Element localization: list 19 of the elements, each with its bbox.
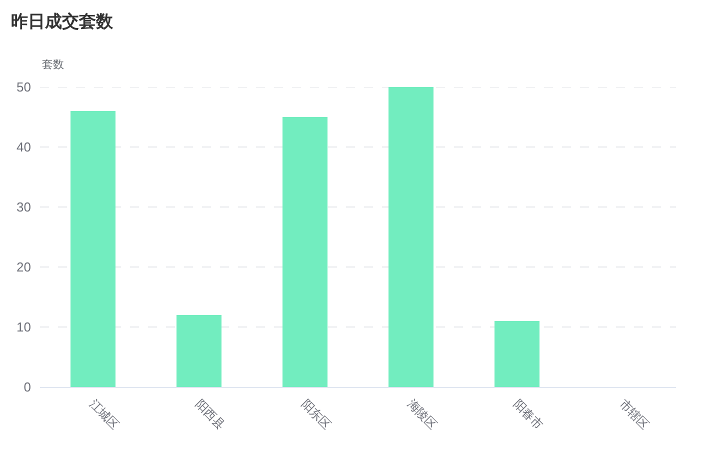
y-tick-label: 0 [24, 380, 31, 395]
bar [176, 315, 222, 387]
bar [70, 111, 116, 387]
y-axis-title: 套数 [42, 59, 64, 71]
y-tick-label: 40 [16, 140, 31, 155]
x-tick-label: 市辖区 [616, 396, 652, 432]
x-tick-label: 阳春市 [510, 396, 546, 432]
y-tick-label: 20 [16, 260, 31, 275]
chart-title: 昨日成交套数 [11, 12, 114, 31]
bar [494, 321, 540, 387]
x-tick-label: 海陵区 [404, 396, 440, 432]
bar [282, 117, 328, 387]
bar [388, 87, 434, 387]
y-tick-label: 10 [16, 320, 31, 335]
x-tick-label: 阳东区 [298, 396, 334, 432]
y-tick-label: 30 [16, 200, 31, 215]
x-tick-label: 江城区 [86, 396, 122, 432]
y-tick-label: 50 [16, 80, 31, 95]
x-tick-label: 阳西县 [192, 396, 228, 432]
